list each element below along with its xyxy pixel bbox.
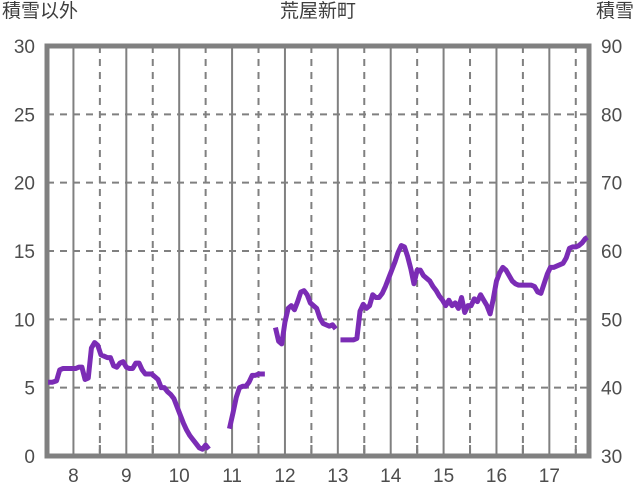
horizontal-gridlines [47, 113, 589, 389]
right-axis-tick-labels: 30 40 50 60 70 80 90 [601, 37, 622, 468]
svg-text:40: 40 [601, 379, 622, 400]
bottom-axis-tick-labels: 8 9 10 11 12 13 14 15 16 17 [68, 466, 560, 487]
svg-text:30: 30 [14, 37, 35, 58]
svg-text:70: 70 [601, 174, 622, 195]
svg-text:30: 30 [601, 447, 622, 468]
svg-text:15: 15 [14, 242, 35, 263]
svg-text:17: 17 [539, 466, 560, 487]
svg-text:60: 60 [601, 242, 622, 263]
svg-text:10: 10 [14, 310, 35, 331]
svg-text:10: 10 [169, 466, 190, 487]
svg-text:90: 90 [601, 37, 622, 58]
svg-text:12: 12 [274, 466, 295, 487]
data-series-line [48, 235, 589, 452]
svg-text:11: 11 [222, 466, 242, 487]
svg-text:14: 14 [380, 466, 402, 487]
plot-frame [44, 43, 592, 459]
svg-text:50: 50 [601, 310, 622, 331]
svg-text:0: 0 [24, 447, 35, 468]
svg-text:8: 8 [68, 466, 79, 487]
svg-text:25: 25 [14, 105, 35, 126]
svg-text:9: 9 [121, 466, 132, 487]
right-axis-caption: 積雪 [595, 0, 634, 22]
svg-text:20: 20 [14, 174, 35, 195]
left-axis-tick-labels: 0 5 10 15 20 25 30 [14, 37, 35, 468]
left-axis-caption: 積雪以外 [2, 0, 79, 22]
svg-text:80: 80 [601, 105, 622, 126]
svg-text:15: 15 [433, 466, 454, 487]
svg-text:5: 5 [24, 379, 35, 400]
chart-title: 荒屋新町 [279, 0, 356, 22]
svg-text:13: 13 [327, 466, 348, 487]
svg-text:16: 16 [486, 466, 507, 487]
